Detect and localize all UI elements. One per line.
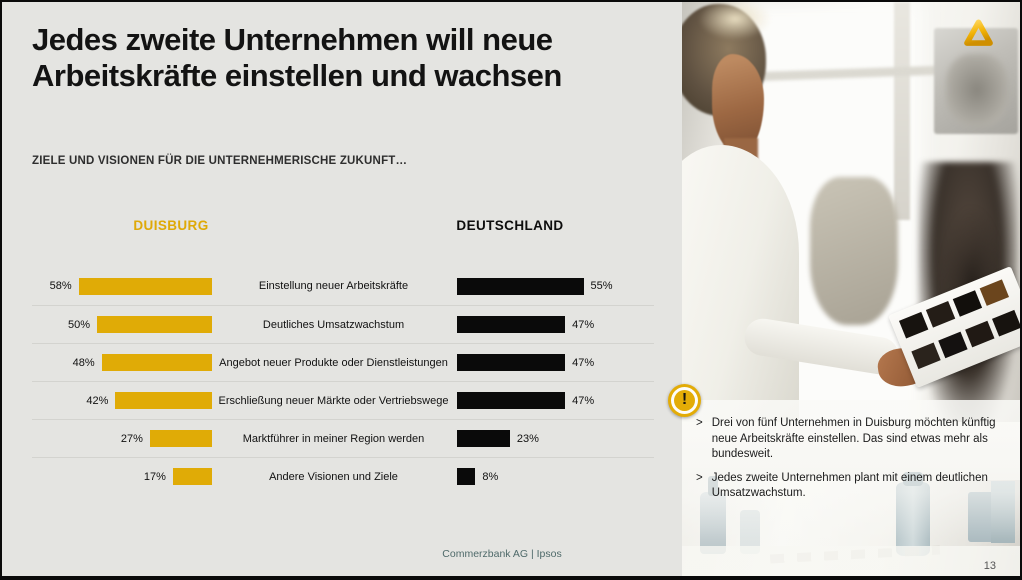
swatch — [911, 342, 941, 369]
swatch — [991, 309, 1020, 337]
slide-title-line2: Arbeitskräfte einstellen und wachsen — [32, 58, 562, 93]
deutschland-bar — [457, 354, 566, 371]
swatch — [952, 290, 983, 317]
callout-text: Drei von fünf Unternehmen in Duisburg mö… — [711, 417, 996, 460]
callout-list: > Drei von fünf Unternehmen in Duisburg m… — [696, 416, 1000, 510]
duisburg-bar — [78, 277, 212, 295]
callout-text: Jedes zweite Unternehmen plant mit einem… — [711, 471, 988, 500]
column-header-deutschland: DEUTSCHLAND — [456, 218, 564, 233]
duisburg-value-label: 17% — [143, 470, 166, 483]
chart-row: 58% Einstellung neuer Arbeitskräfte 55% — [32, 267, 654, 305]
exclamation-icon-glyph: ! — [674, 390, 695, 411]
deutschland-value-label: 47% — [572, 394, 595, 407]
column-header-duisburg: DUISBURG — [133, 218, 209, 233]
duisburg-bar — [101, 354, 212, 371]
slide-subtitle: ZIELE UND VISIONEN FÜR DIE UNTERNEHMERIS… — [32, 155, 408, 167]
mirrored-bar-chart: 58% Einstellung neuer Arbeitskräfte 55% 50%… — [32, 267, 654, 495]
chart-row: 42% Erschließung neuer Märkte oder Vertri… — [32, 381, 654, 419]
callout-item: > Jedes zweite Unternehmen plant mit eine… — [696, 471, 1000, 502]
deutschland-bar — [457, 277, 584, 295]
chart-row: 27% Marktführer in meiner Region werden 23… — [32, 419, 654, 457]
duisburg-bar — [115, 392, 212, 409]
deutschland-value-label: 23% — [516, 432, 539, 445]
photo-hair-highlight — [698, 2, 772, 40]
duisburg-value-label: 58% — [49, 280, 72, 292]
chart-row: 48% Angebot neuer Produkte oder Dienstlei… — [32, 343, 654, 381]
callout-item: > Drei von fünf Unternehmen in Duisburg m… — [696, 416, 1000, 463]
photo-hanging-coat — [810, 177, 898, 325]
category-label: Deutliches Umsatzwachstum — [262, 318, 405, 331]
swatch — [979, 279, 1010, 306]
category-label: Marktführer in meiner Region werden — [242, 432, 425, 445]
photo-white-overlay — [682, 400, 1020, 576]
bullet-marker: > — [696, 471, 703, 484]
category-label: Andere Visionen und Ziele — [269, 470, 398, 483]
chart-row: 17% Andere Visionen und Ziele 8% — [32, 457, 654, 495]
duisburg-value-label: 48% — [72, 356, 95, 369]
photo-mirror-reflection — [946, 54, 1008, 126]
swatch — [898, 311, 929, 339]
exclamation-icon-ring: ! — [671, 387, 698, 414]
duisburg-value-label: 42% — [86, 394, 109, 407]
category-label: Angebot neuer Produkte oder Dienstleistu… — [219, 356, 448, 369]
photo-pole — [894, 2, 910, 220]
bullet-marker: > — [696, 417, 703, 429]
duisburg-value-label: 50% — [67, 318, 90, 331]
commerzbank-logo-icon — [964, 19, 993, 46]
duisburg-bar — [149, 430, 212, 447]
photo-man-face — [712, 54, 764, 154]
exclamation-icon: ! — [668, 384, 701, 417]
deutschland-bar — [457, 468, 476, 485]
deutschland-value-label: 47% — [572, 356, 595, 369]
deutschland-value-label: 47% — [572, 318, 595, 331]
chart-row: 50% Deutliches Umsatzwachstum 47% — [32, 305, 654, 343]
page-number: 13 — [983, 560, 996, 572]
deutschland-value-label: 8% — [482, 470, 499, 483]
deutschland-bar — [457, 430, 510, 447]
deutschland-bar — [457, 316, 566, 333]
slide-title-line1: Jedes zweite Unternehmen will neue — [32, 22, 553, 57]
swatch — [925, 301, 956, 328]
swatch — [964, 320, 995, 347]
slide-title: Jedes zweite Unternehmen will neue Arbei… — [32, 22, 562, 94]
photo-panel: > Drei von fünf Unternehmen in Duisburg m… — [682, 2, 1020, 576]
swatch — [938, 331, 968, 358]
duisburg-bar — [97, 316, 212, 333]
deutschland-bar — [457, 392, 566, 409]
category-label: Einstellung neuer Arbeitskräfte — [258, 280, 409, 292]
duisburg-value-label: 27% — [120, 432, 143, 445]
category-label: Erschließung neuer Märkte oder Vertriebs… — [218, 394, 449, 407]
footer-text: Commerzbank AG | Ipsos — [442, 548, 562, 560]
deutschland-value-label: 55% — [590, 280, 613, 292]
duisburg-bar — [172, 468, 212, 485]
